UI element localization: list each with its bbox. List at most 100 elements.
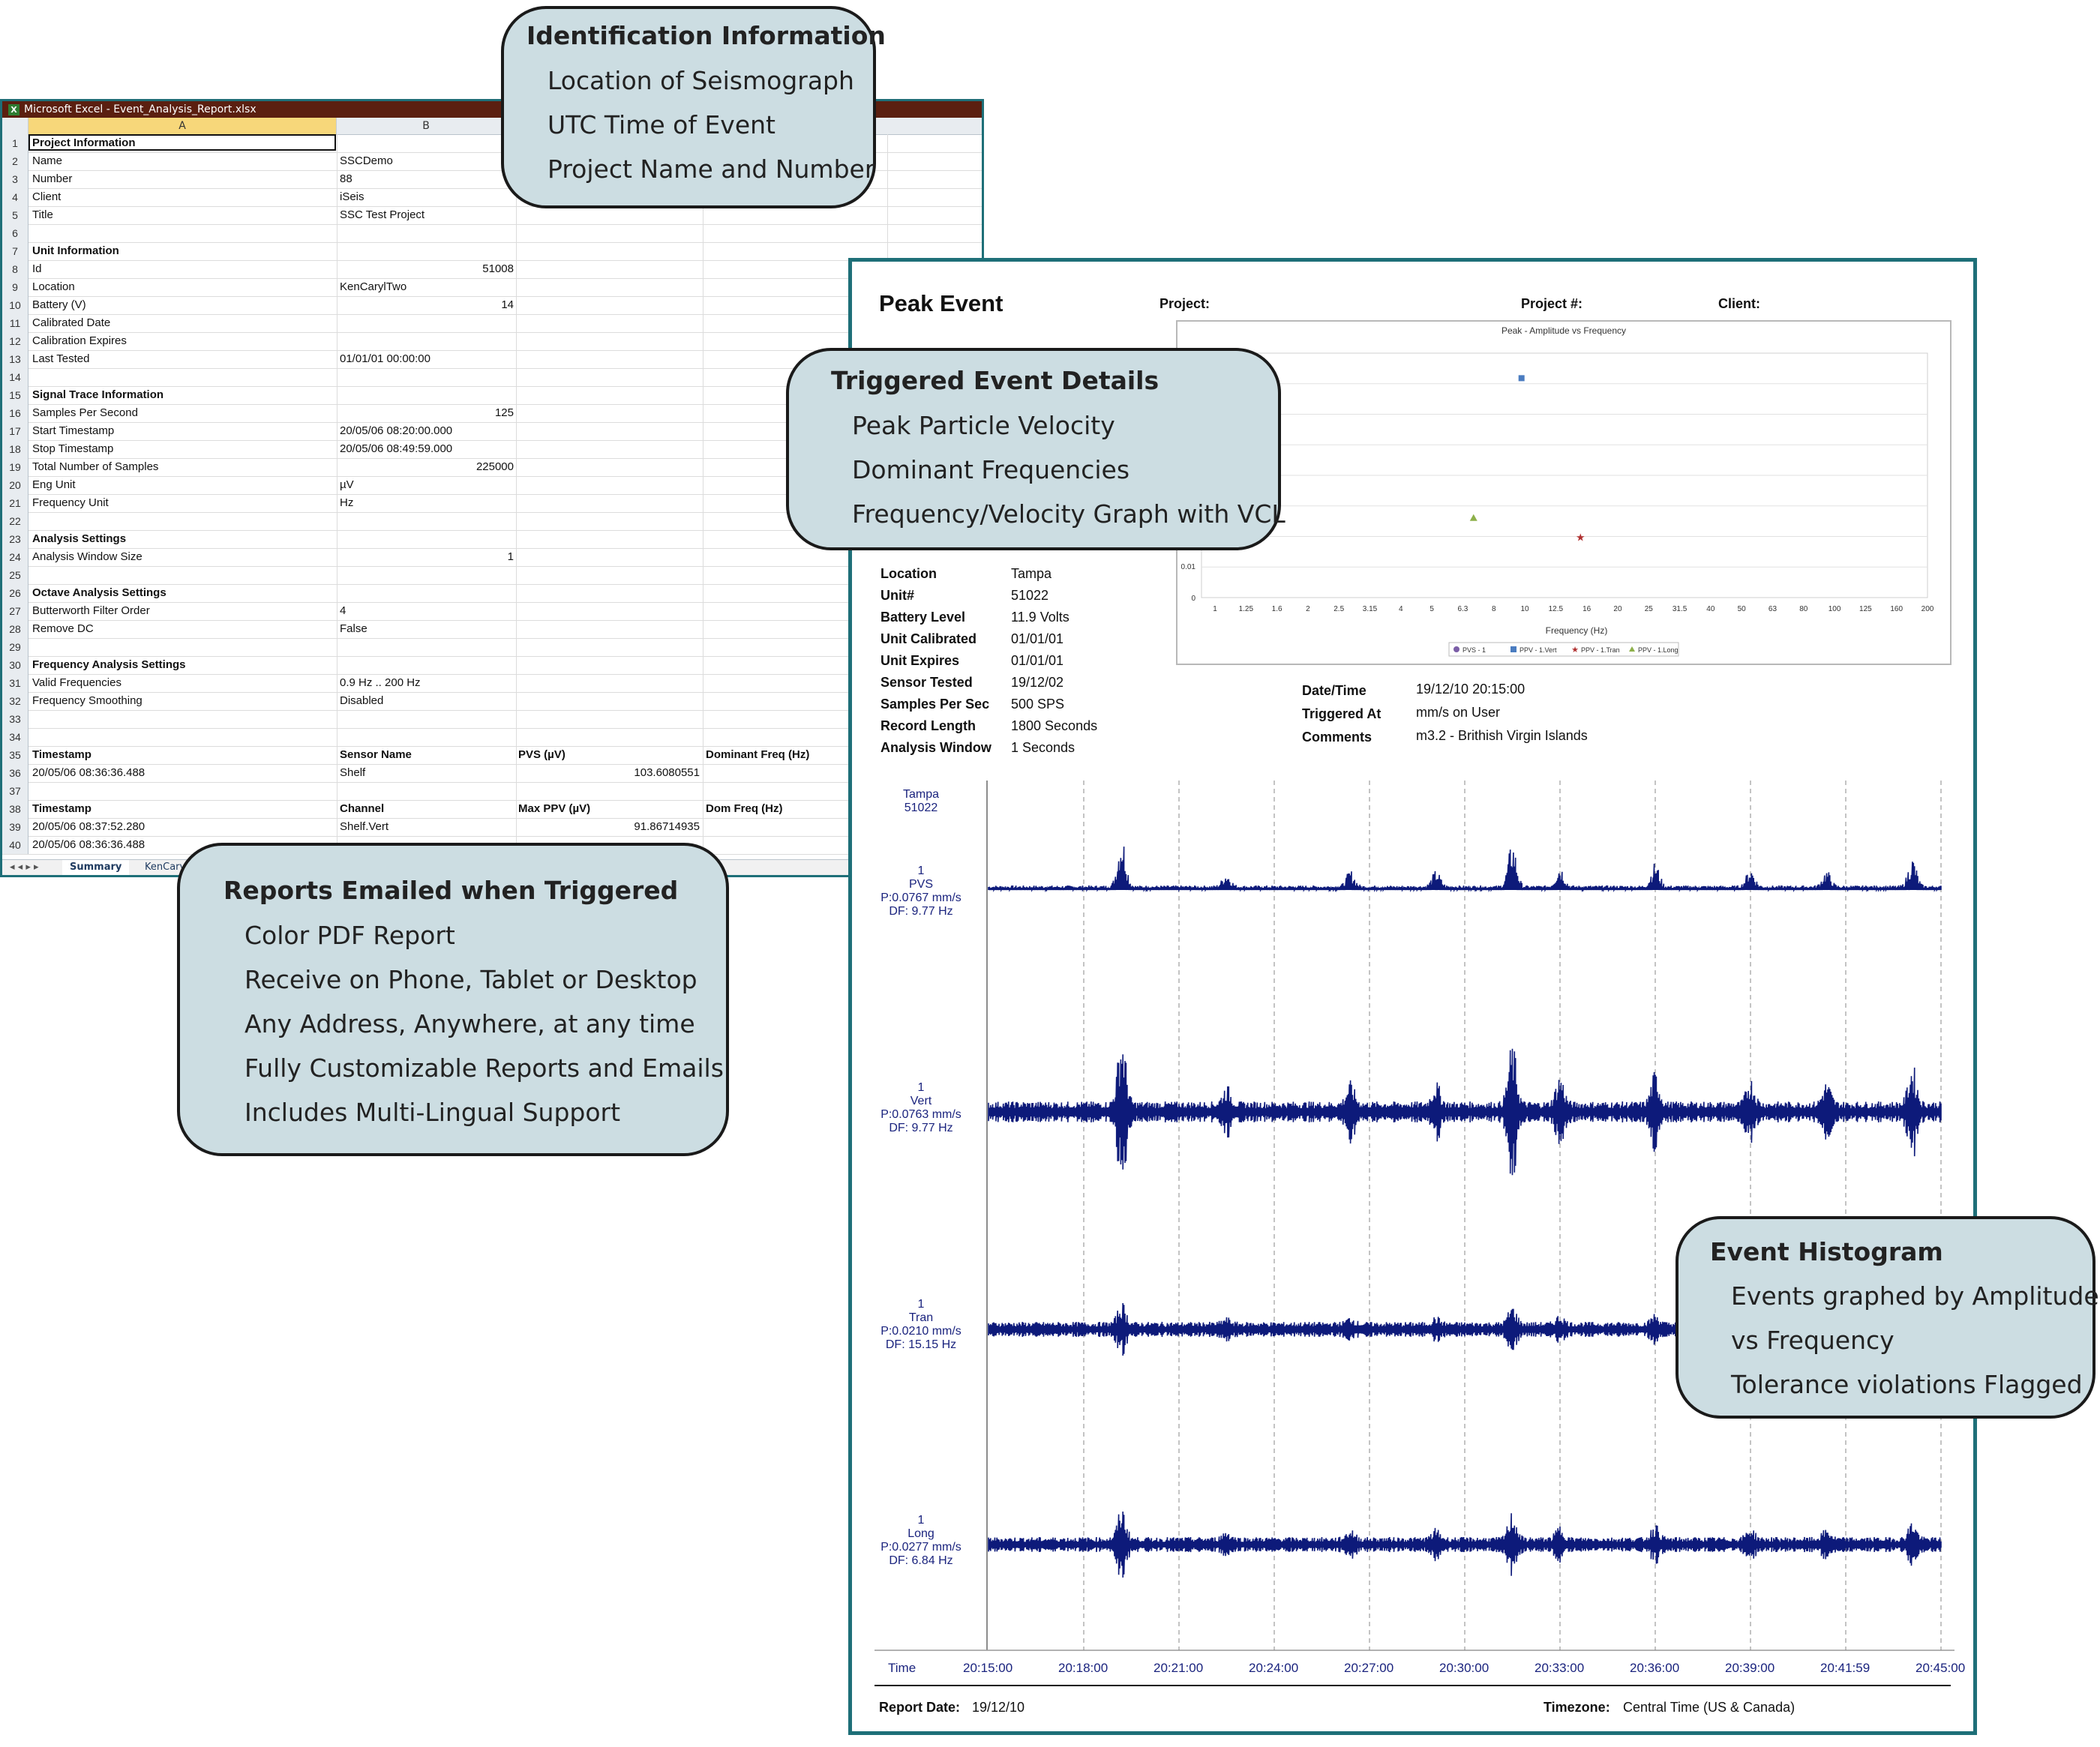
callout-identification: Identification Information Location of S… [501,6,886,208]
table-row[interactable]: 11 Calibrated Date [2,314,982,333]
table-row[interactable]: 12 Calibration Expires [2,332,982,351]
row-number: 2 [2,152,28,170]
table-row[interactable]: 18 Stop Timestamp 20/05/06 08:49:59.000 [2,440,982,459]
table-row[interactable]: 29 [2,638,982,657]
chart-x-tick: 31.5 [1672,605,1688,613]
row-number: 30 [2,656,28,674]
callout-identification-item: UTC Time of Event [548,110,776,139]
table-row[interactable]: 16 Samples Per Second 125 [2,404,982,423]
trace-label-name: Long [908,1527,934,1540]
chart-svg: Peak - Amplitude vs Frequency 1 1.25 1.6 2 2… [1181,325,1934,657]
callout-histogram-item: Tolerance violations Flagged [1731,1370,2083,1399]
active-cell-a1[interactable] [28,134,336,151]
sheet-tab-summary[interactable]: Summary [62,860,130,875]
trace-label-n: 1 [917,1298,925,1311]
table-row[interactable]: 1 Project Information [2,134,982,153]
table-row[interactable]: 35 Timestamp Sensor Name PVS (µV) Dominant F… [2,746,982,765]
chart-x-tick: 2 [1306,605,1310,613]
cell-b: 20/05/06 08:20:00.000 [340,424,453,437]
table-row[interactable]: 15 Signal Trace Information [2,386,982,405]
table-row[interactable]: 34 [2,728,982,747]
project-number-label: Project #: [1521,296,1583,311]
sheet-nav-arrows[interactable]: ◂ ◂ ▸ ▸ [10,862,39,873]
table-row[interactable]: 32 Frequency Smoothing Disabled [2,692,982,711]
table-row[interactable]: 10 Battery (V) 14 [2,296,982,315]
unit-info-label: Location [880,566,937,581]
row-number: 17 [2,422,28,440]
table-row[interactable]: 7 Unit Information [2,242,982,261]
table-row[interactable]: 25 [2,566,982,585]
unit-info-label: Unit# [880,588,914,603]
table-row[interactable]: 39 20/05/06 08:37:52.280 Shelf.Vert 91.8671… [2,818,982,837]
chart-title: Peak - Amplitude vs Frequency [1502,325,1626,336]
table-row[interactable]: 2 Name SSCDemo [2,152,982,171]
table-row[interactable]: 33 [2,710,982,729]
report-date-value: 19/12/10 [972,1700,1025,1715]
table-row[interactable]: 36 20/05/06 08:36:36.488 Shelf 103.6080551 [2,764,982,783]
cell-b: KenCarylTwo [340,280,407,293]
table-row[interactable]: 37 [2,782,982,801]
table-row[interactable]: 21 Frequency Unit Hz [2,494,982,513]
timezone-label: Timezone: [1544,1700,1610,1715]
table-row[interactable]: 22 [2,512,982,531]
row-number: 31 [2,674,28,692]
legend-label: PPV - 1.Tran [1581,646,1620,654]
table-row[interactable]: 19 Total Number of Samples 225000 [2,458,982,477]
row-number: 19 [2,458,28,476]
table-row[interactable]: 14 [2,368,982,387]
unit-info-value: 19/12/02 [1011,675,1064,690]
row-number: 40 [2,836,28,854]
row-number: 39 [2,818,28,836]
chart-x-tick: 25 [1645,605,1654,613]
trace-label-peak: P:0.0767 mm/s [880,891,962,904]
callout-emailed-item: Fully Customizable Reports and Emails [244,1053,724,1083]
table-row[interactable]: 28 Remove DC False [2,620,982,639]
station-label: Tampa 51022 [868,788,974,815]
table-row[interactable]: 27 Butterworth Filter Order 4 [2,602,982,621]
trace-label-n: 1 [917,1514,925,1527]
chart-x-label: Frequency (Hz) [1546,625,1608,636]
cell-b: False [340,622,368,635]
chart-x-tick: 125 [1859,605,1872,613]
table-row[interactable]: 4 Client iSeis [2,188,982,207]
row-number: 14 [2,368,28,386]
row-number: 7 [2,242,28,260]
table-row[interactable]: 6 [2,224,982,243]
unit-info-label: Record Length [880,718,976,733]
time-tick-label: 20:21:00 [1154,1661,1204,1675]
table-row[interactable]: 26 Octave Analysis Settings [2,584,982,603]
select-all-corner[interactable] [2,118,28,134]
project-label: Project: [1160,296,1210,311]
column-header-a[interactable]: A [28,118,337,134]
table-row[interactable]: 24 Analysis Window Size 1 [2,548,982,567]
chart-point-vert [1518,375,1525,382]
cell-a: Eng Unit [32,478,76,491]
table-row[interactable]: 3 Number 88 [2,170,982,189]
table-row[interactable]: 8 Id 51008 [2,260,982,279]
client-label: Client: [1718,296,1760,311]
cell-a: Valid Frequencies [32,676,122,689]
cell-b: 88 [340,172,352,185]
table-row[interactable]: 31 Valid Frequencies 0.9 Hz .. 200 Hz [2,674,982,693]
chart-x-tick: 10 [1520,605,1529,613]
cell-b: Channel [340,802,385,815]
table-row[interactable]: 17 Start Timestamp 20/05/06 08:20:00.000 [2,422,982,441]
row-number: 36 [2,764,28,782]
cell-b: 125 [494,406,514,419]
unit-info-label: Unit Calibrated [880,631,977,646]
chart-x-tick: 5 [1430,605,1434,613]
time-tick-label: 20:41:59 [1820,1661,1870,1675]
row-number: 5 [2,206,28,224]
cell-b: Hz [340,496,354,509]
table-row[interactable]: 30 Frequency Analysis Settings [2,656,982,675]
table-row[interactable]: 9 Location KenCarylTwo [2,278,982,297]
column-header-b[interactable]: B [337,118,516,134]
table-row[interactable]: 5 Title SSC Test Project [2,206,982,225]
table-row[interactable]: 13 Last Tested 01/01/01 00:00:00 [2,350,982,369]
table-row[interactable]: 38 Timestamp Channel Max PPV (µV) Dom Freq (… [2,800,982,819]
row-number: 13 [2,350,28,368]
table-row[interactable]: 23 Analysis Settings [2,530,982,549]
cell-b: 0.9 Hz .. 200 Hz [340,676,421,689]
waveform-trace-pvs [988,847,1942,893]
table-row[interactable]: 20 Eng Unit µV [2,476,982,495]
